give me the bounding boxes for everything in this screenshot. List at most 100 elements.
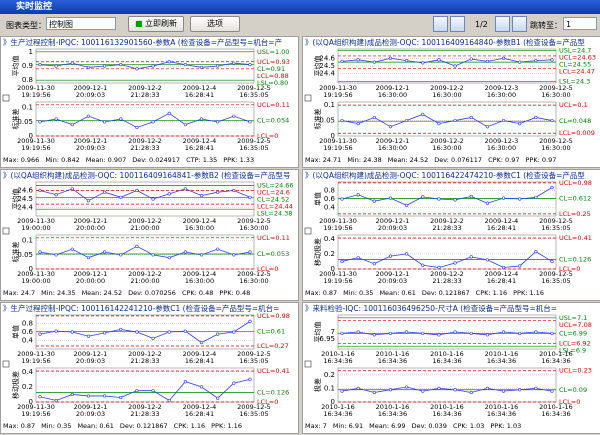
data-point (86, 65, 91, 70)
x-tick-label: 2010-1-16 (430, 350, 464, 358)
x-tick-label: 16:35:05 (239, 357, 268, 365)
data-point (183, 123, 187, 127)
data-point (216, 396, 220, 400)
data-point (216, 332, 220, 336)
limit-label: UCL=0.1 (559, 101, 588, 109)
checkbox (304, 360, 312, 368)
x-tick-label: 2009-12-1 (74, 270, 108, 278)
y-tick-label: 0.05 (17, 251, 33, 259)
page-indicator: 1/2 (475, 20, 488, 29)
x-tick-label: 16:34:36 (323, 357, 352, 365)
x-tick-label: 2009-12-4 (485, 217, 519, 225)
stat: PPK: 0.48 (219, 289, 250, 297)
data-point (405, 203, 409, 207)
x-tick-label: 2009-12-3 (485, 137, 519, 145)
x-tick-label: 16:35:05 (541, 224, 570, 232)
data-point (135, 330, 139, 334)
data-point (340, 118, 344, 123)
data-point (119, 62, 123, 67)
data-point (199, 341, 204, 345)
x-tick-label: 19:19:56 (21, 357, 50, 365)
x-tick-label: 2010-1-16 (376, 403, 410, 411)
data-point (103, 64, 107, 68)
data-point (356, 122, 360, 126)
limit-label: UCL=0.11 (257, 234, 290, 242)
stat: CPK: 1.16 (476, 289, 507, 297)
last-page-button[interactable] (512, 16, 527, 32)
y-tick-label: 0.6 (324, 195, 336, 203)
x-tick-label: 2010-1-16 (321, 403, 355, 411)
jump-select[interactable]: 1 (563, 17, 597, 30)
x-tick-label: 2009-12-2 (128, 350, 162, 358)
stat: Min: 24.38 (347, 156, 381, 164)
x-tick-label: 2009-11-30 (17, 403, 55, 411)
data-point (469, 255, 473, 259)
limit-label: CL=0.612 (559, 194, 591, 202)
limit-label: UCL=24.63 (559, 54, 596, 62)
data-point (340, 389, 344, 393)
y-tick-label: 24.6 (319, 54, 335, 62)
y-tick-label: 0.1 (22, 104, 33, 112)
x-tick-label: 21:28:33 (130, 357, 159, 365)
data-point (199, 117, 204, 121)
y-tick-label: 0 (29, 265, 33, 273)
x-tick-label: 16:28:41 (185, 144, 214, 152)
x-tick-label: 2010-1-16 (539, 403, 573, 411)
data-point (167, 192, 171, 196)
data-point (550, 389, 554, 393)
y-tick-label: 0.2 (324, 371, 335, 379)
data-point (437, 122, 441, 126)
data-line (39, 112, 251, 128)
data-point (183, 187, 187, 191)
data-point (501, 56, 506, 60)
first-page-button[interactable] (433, 16, 448, 32)
refresh-button[interactable]: ■ 立即刷新 (128, 16, 184, 32)
stat: Max: 0.87 (305, 289, 337, 297)
data-point (518, 60, 522, 64)
y-tick-label: 24.5 (17, 195, 33, 203)
data-line (341, 331, 553, 336)
data-line (341, 187, 553, 206)
data-point (372, 115, 376, 120)
x-tick-label: 16:34:36 (323, 410, 352, 418)
x-tick-label: 16:30:00 (487, 144, 516, 152)
x-tick-label: 2009-11-30 (319, 270, 357, 278)
y-tick-label: 0.4 (22, 368, 34, 376)
stat: Max: 0.966 (3, 156, 39, 164)
checkbox (304, 227, 312, 235)
stat: CPK: 1.03 (453, 422, 484, 430)
x-tick-label: 16:34:36 (541, 357, 570, 365)
limit-label: LSL=0.80 (257, 79, 288, 87)
data-point (183, 380, 187, 384)
chart-type-select[interactable]: 控制图 (46, 17, 116, 30)
prev-page-button[interactable] (450, 16, 465, 32)
x-tick-label: 2009-12-5 (539, 270, 573, 278)
data-line (39, 188, 251, 202)
stat: Mean: 24.52 (388, 156, 429, 164)
data-point (167, 60, 171, 64)
x-tick-label: 2009-11-30 (17, 270, 55, 278)
limit-label: USL=7.1 (559, 314, 587, 322)
x-tick-label: 2009-12-5 (539, 217, 573, 225)
x-tick-label: 16:30:00 (432, 144, 461, 152)
x-tick-label: 2010-1-16 (485, 403, 519, 411)
x-tick-label: 16:28:41 (185, 410, 214, 418)
x-tick-label: 2009-12-4 (485, 270, 519, 278)
x-tick-label: 2009-12-3 (485, 84, 519, 92)
data-point (216, 190, 220, 194)
data-point (103, 250, 107, 254)
next-page-button[interactable] (495, 16, 510, 32)
limit-label: CL=0.054 (257, 117, 289, 125)
x-tick-label: 20:09:03 (76, 357, 105, 365)
options-button[interactable]: 选项 (190, 16, 240, 32)
data-point (199, 65, 204, 70)
x-tick-label: 2009-12-5 (237, 137, 271, 145)
data-point (437, 265, 441, 270)
stat: PPK: 1.03 (490, 422, 521, 430)
data-point (167, 111, 171, 115)
x-tick-label: 2009-12-2 (430, 137, 464, 145)
data-point (534, 386, 538, 391)
x-tick-label: 19:00:00 (21, 224, 50, 232)
x-tick-label: 19:19:56 (21, 410, 50, 418)
data-point (356, 330, 360, 334)
